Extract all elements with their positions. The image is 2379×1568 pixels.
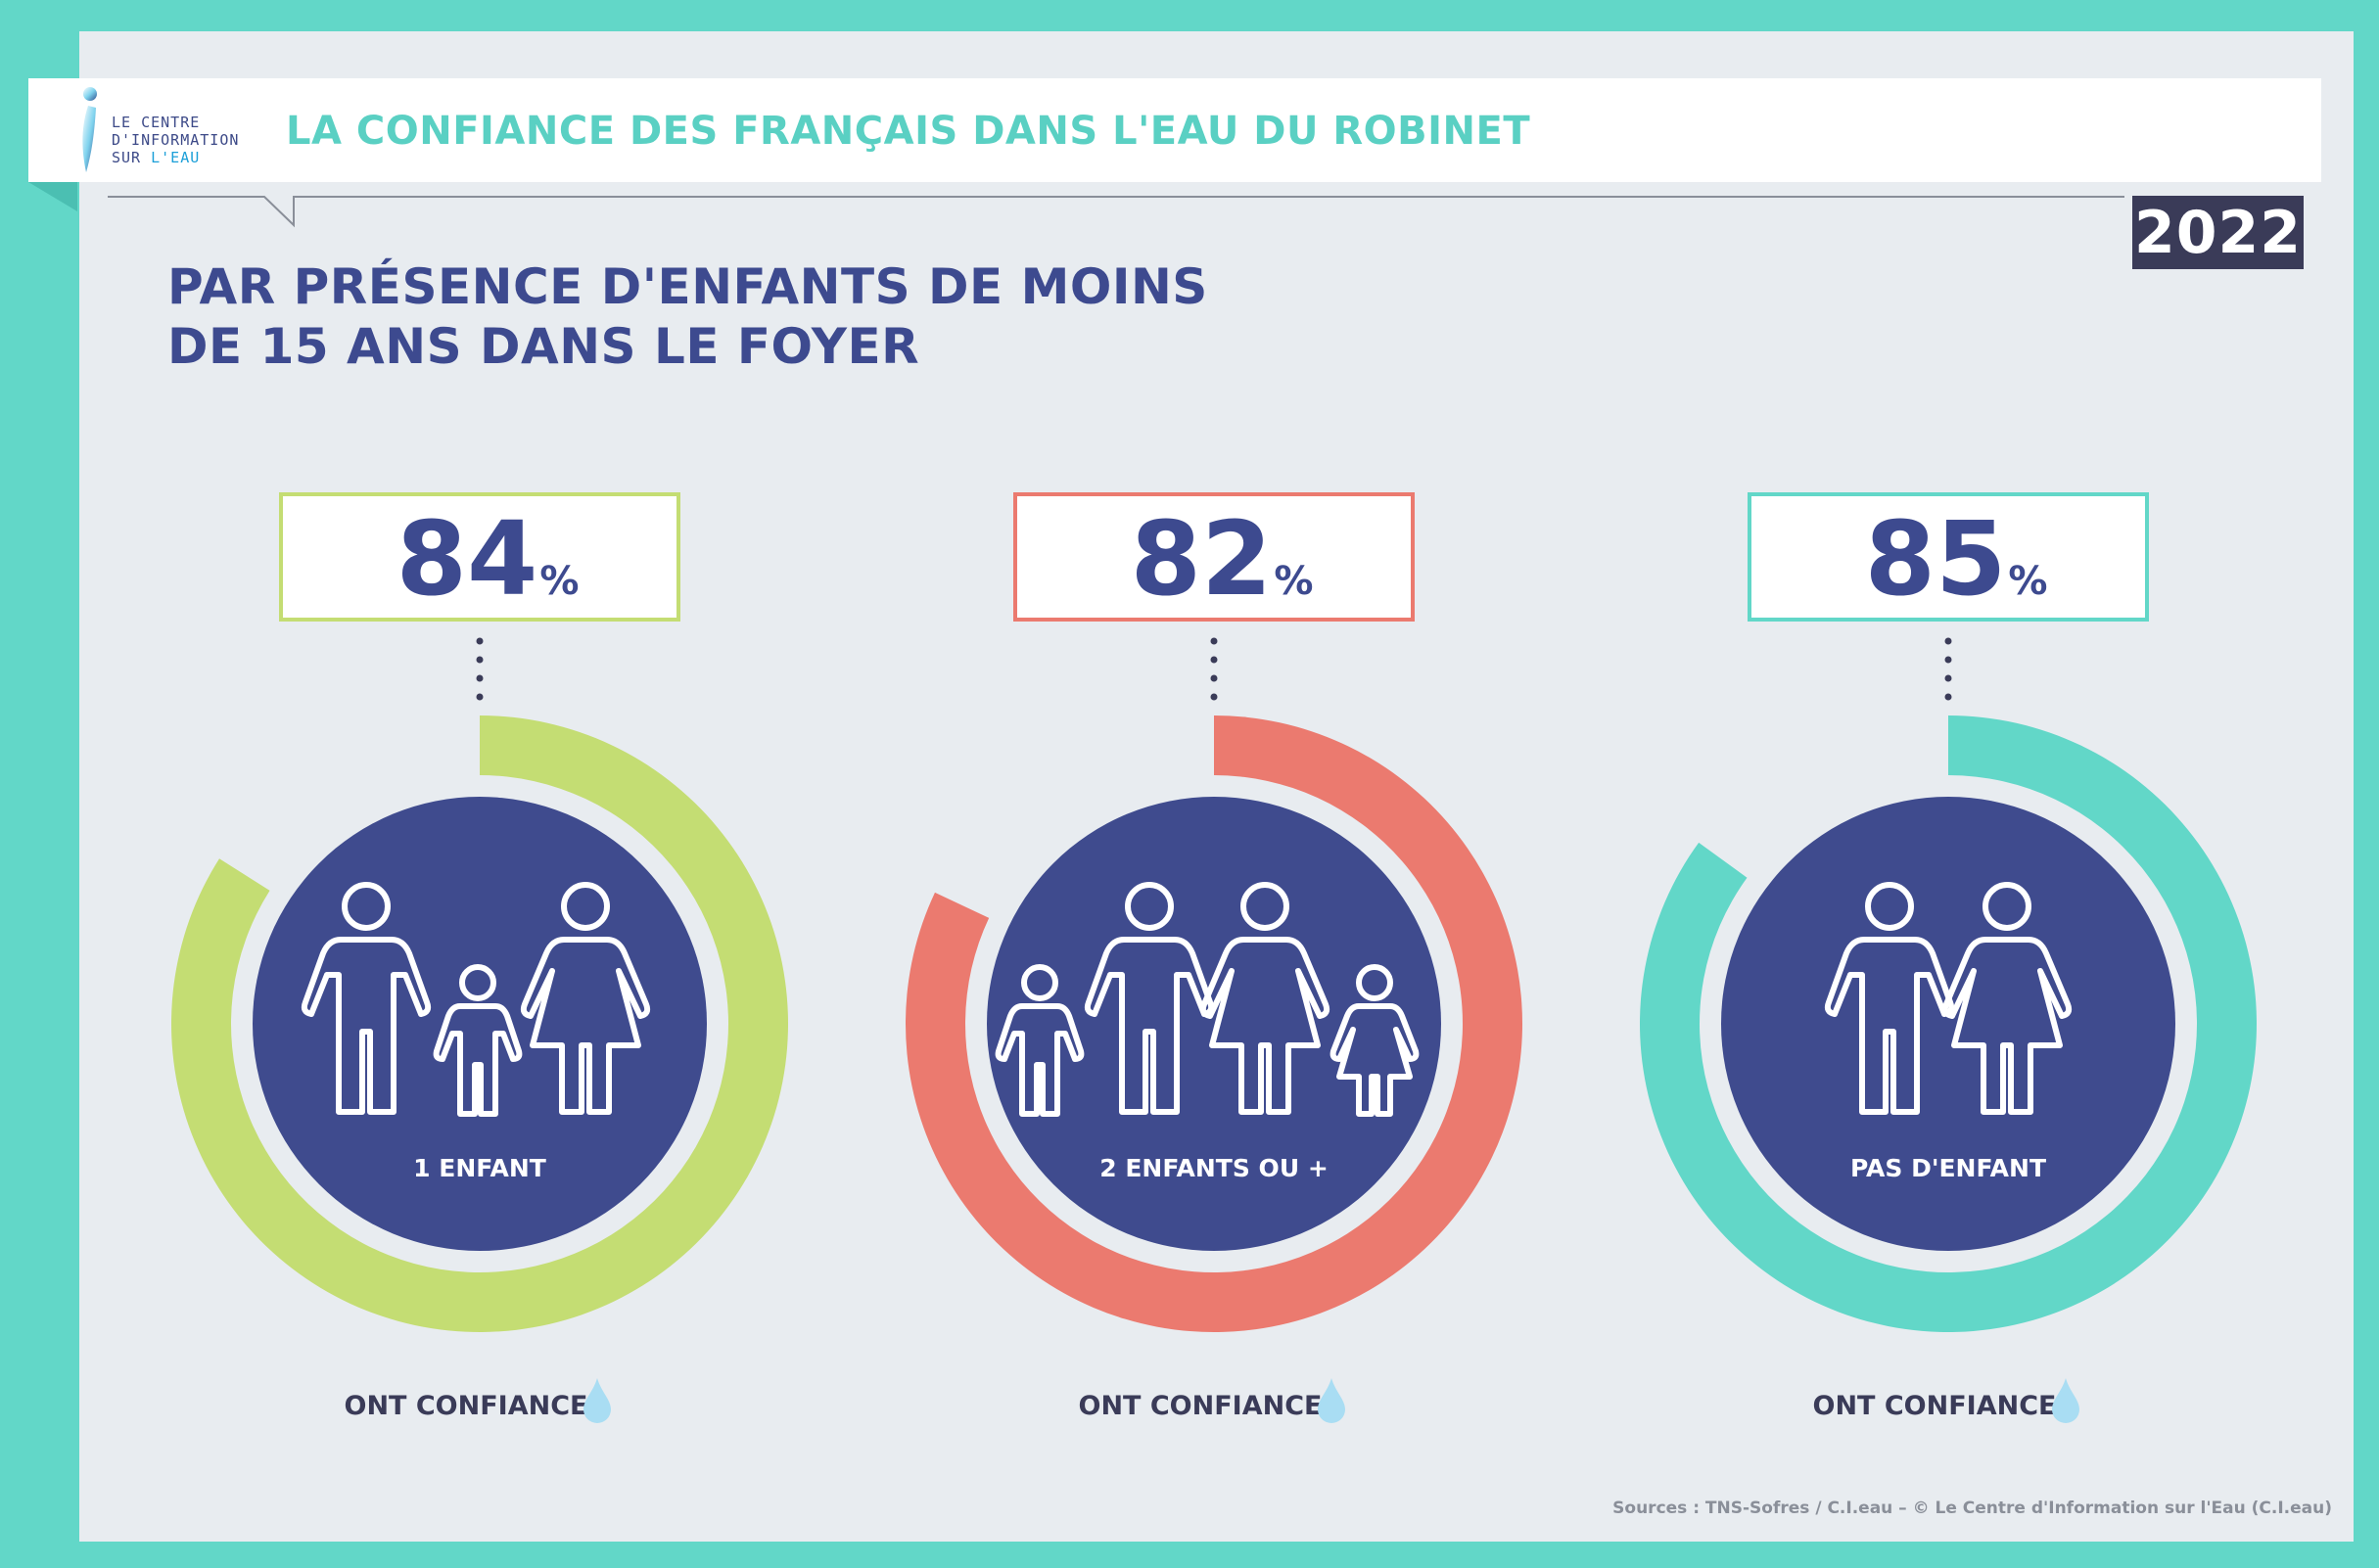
connector-dot-1-2 bbox=[476, 656, 484, 664]
connector-dot-2-1 bbox=[1210, 637, 1218, 645]
connector-dot-3-1 bbox=[1944, 637, 1952, 645]
logo: LE CENTRE D'INFORMATION SUR L'EAU bbox=[72, 84, 268, 182]
value-label-3: 85% bbox=[1865, 499, 2048, 619]
donut-center-1 bbox=[253, 797, 707, 1251]
donut-group-3: 85% PAS D'ENFANT ONT CONFIANCE bbox=[1640, 492, 2257, 1423]
value-box-3 bbox=[1748, 492, 2149, 622]
logo-text-line-1: LE CENTRE bbox=[112, 114, 201, 131]
value-unit-2: % bbox=[1274, 559, 1313, 604]
value-number-2: 82 bbox=[1131, 499, 1273, 619]
couple-icon bbox=[1824, 882, 2073, 1115]
donut-group-1: 84% 1 ENFANT ONT CONFIANCE bbox=[170, 492, 789, 1423]
water-drop-icon bbox=[583, 1378, 611, 1423]
header-bar bbox=[28, 78, 2321, 182]
logo-text-sur: SUR bbox=[112, 149, 142, 166]
category-label-1: 1 ENFANT bbox=[413, 1154, 546, 1182]
connector-dot-1-4 bbox=[476, 693, 484, 701]
donut-group-2: 82% 2 ENFANTS OU + ONT CONFIANCE bbox=[906, 492, 1523, 1423]
water-drop-icon bbox=[2052, 1378, 2079, 1423]
connector-dot-2-2 bbox=[1210, 656, 1218, 664]
donut-center-3 bbox=[1721, 797, 2175, 1251]
connector-dot-2-4 bbox=[1210, 693, 1218, 701]
logo-text-line-2: D'INFORMATION bbox=[112, 131, 240, 149]
caption-ont-confiance-1: ONT CONFIANCE bbox=[345, 1391, 588, 1421]
value-unit-1: % bbox=[539, 559, 579, 604]
value-box-1 bbox=[279, 492, 680, 622]
connector-dot-3-2 bbox=[1944, 656, 1952, 664]
connector-dot-1-1 bbox=[476, 637, 484, 645]
caption-ont-confiance-3: ONT CONFIANCE bbox=[1813, 1391, 2057, 1421]
logo-drop-icon bbox=[82, 87, 97, 172]
category-label-2: 2 ENFANTS OU + bbox=[1099, 1154, 1329, 1182]
value-box-2 bbox=[1013, 492, 1415, 622]
value-number-1: 84 bbox=[396, 499, 538, 619]
subtitle-line-2: DE 15 ANS DANS LE FOYER bbox=[167, 318, 920, 375]
value-unit-3: % bbox=[2008, 559, 2047, 604]
header-flap bbox=[28, 182, 77, 211]
family-one-child-icon bbox=[301, 882, 651, 1117]
connector-dot-3-3 bbox=[1944, 674, 1952, 682]
category-label-3: PAS D'ENFANT bbox=[1850, 1154, 2046, 1182]
water-drop-icon bbox=[1318, 1378, 1345, 1423]
connector-dot-3-4 bbox=[1944, 693, 1952, 701]
header-title: LA CONFIANCE DES FRANÇAIS DANS L'EAU DU … bbox=[286, 109, 1531, 154]
value-label-2: 82% bbox=[1131, 499, 1314, 619]
donut-center-2 bbox=[987, 797, 1441, 1251]
sources-footnote: Sources : TNS-Sofres / C.I.eau – © Le Ce… bbox=[1612, 1499, 2332, 1518]
value-number-3: 85 bbox=[1865, 499, 2007, 619]
logo-text-line-3: SUR L'EAU bbox=[112, 149, 200, 166]
connector-dot-2-3 bbox=[1210, 674, 1218, 682]
year-badge: 2022 bbox=[2132, 196, 2304, 269]
subtitle-line-1: PAR PRÉSENCE D'ENFANTS DE MOINS bbox=[167, 258, 1208, 315]
caption-ont-confiance-2: ONT CONFIANCE bbox=[1079, 1391, 1323, 1421]
family-two-children-icon bbox=[995, 882, 1420, 1117]
value-label-1: 84% bbox=[396, 499, 580, 619]
header-pointer-line bbox=[108, 196, 2124, 228]
logo-text-leau: L'EAU bbox=[151, 149, 201, 166]
connector-dot-1-3 bbox=[476, 674, 484, 682]
